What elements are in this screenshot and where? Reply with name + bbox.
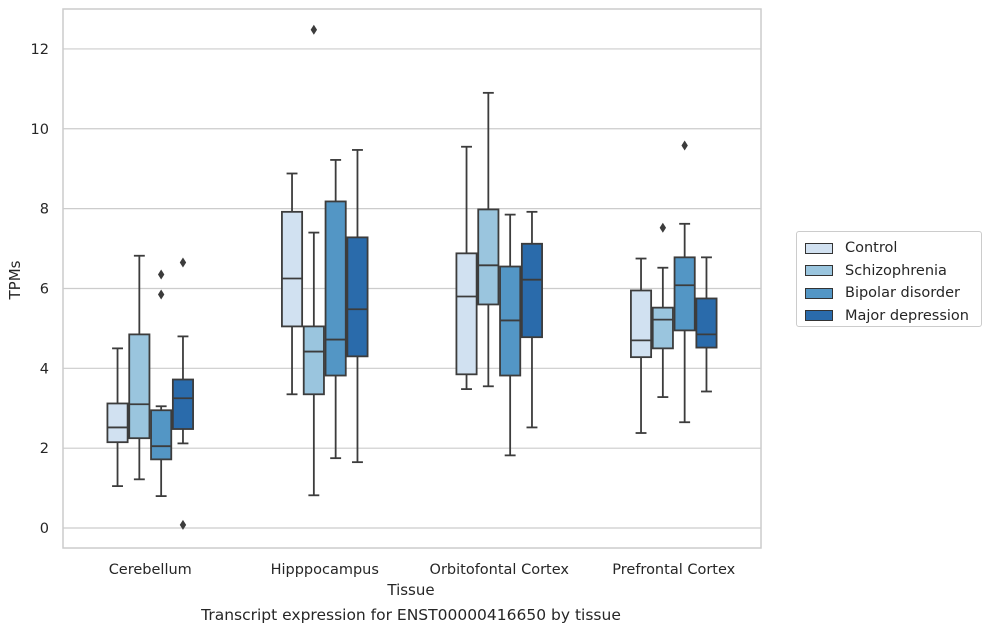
legend-label: Control xyxy=(845,240,898,257)
box-bipolar-disorder xyxy=(150,269,173,497)
box-schizophrenia xyxy=(651,222,674,398)
box-major-depression xyxy=(520,210,543,429)
legend-swatch xyxy=(805,265,833,277)
legend-swatch xyxy=(805,287,833,299)
y-tick-label: 8 xyxy=(40,202,49,218)
legend-item: Schizophrenia xyxy=(805,260,981,283)
outlier-point xyxy=(681,140,688,151)
y-tick-label: 0 xyxy=(40,521,49,537)
box-body xyxy=(128,333,151,440)
box-control xyxy=(281,172,304,396)
x-axis-label: Tissue xyxy=(386,581,434,599)
legend: Control Schizophrenia Bipolar disorder Majo… xyxy=(796,231,982,327)
y-tick-label: 2 xyxy=(40,441,49,457)
legend-item: Control xyxy=(805,237,981,260)
box-body xyxy=(651,306,674,350)
outlier-point xyxy=(157,269,165,280)
outlier-point xyxy=(157,289,165,300)
y-tick-label: 10 xyxy=(31,122,49,138)
legend-label: Bipolar disorder xyxy=(845,285,960,302)
x-tick-labels: Cerebellum Hipppocampus Orbitofontal Corte… xyxy=(109,562,736,578)
box-major-depression xyxy=(346,149,369,464)
box-bipolar-disorder xyxy=(673,140,696,424)
plot-area xyxy=(62,8,762,549)
x-tick-label: Prefrontal Cortex xyxy=(612,562,735,578)
box-body xyxy=(281,210,304,328)
box-control xyxy=(106,347,129,488)
box-series xyxy=(106,24,718,530)
box-control xyxy=(455,145,478,390)
box-schizophrenia xyxy=(477,91,500,388)
box-body xyxy=(477,208,500,306)
box-body xyxy=(171,378,194,430)
x-tick-label: Hipppocampus xyxy=(271,562,379,578)
box-control xyxy=(630,257,653,434)
y-tick-label: 12 xyxy=(31,42,49,58)
outlier-point xyxy=(659,222,667,233)
outlier-point xyxy=(310,24,318,35)
x-tick-label: Cerebellum xyxy=(109,562,192,578)
outlier-point xyxy=(179,257,187,268)
box-body xyxy=(630,289,653,359)
legend-item: Major depression xyxy=(805,305,981,328)
y-tick-label: 4 xyxy=(40,361,49,377)
box-body xyxy=(106,402,129,444)
y-tick-labels: 0 2 4 6 8 10 12 xyxy=(31,42,49,537)
outlier-point xyxy=(179,519,187,530)
box-major-depression xyxy=(171,257,194,530)
box-bipolar-disorder xyxy=(324,159,347,460)
gridlines xyxy=(63,48,761,529)
box-body xyxy=(346,236,369,358)
box-body xyxy=(302,325,325,396)
legend-item: Bipolar disorder xyxy=(805,282,981,305)
box-bipolar-disorder xyxy=(499,213,522,457)
legend-swatch xyxy=(805,310,833,322)
box-body xyxy=(673,256,696,332)
box-body xyxy=(324,200,347,377)
legend-swatch xyxy=(805,242,833,254)
box-schizophrenia xyxy=(128,254,151,481)
box-body xyxy=(455,252,478,376)
chart-caption: Transcript expression for ENST0000041665… xyxy=(201,606,621,624)
y-axis-label: TPMs xyxy=(6,260,24,300)
box-body xyxy=(520,242,543,339)
box-major-depression xyxy=(695,256,718,393)
legend-label: Major depression xyxy=(845,307,969,324)
box-body xyxy=(150,409,173,461)
box-schizophrenia xyxy=(302,24,325,497)
x-tick-label: Orbitofontal Cortex xyxy=(430,562,570,578)
legend-label: Schizophrenia xyxy=(845,262,947,279)
y-tick-label: 6 xyxy=(40,281,49,297)
box-body xyxy=(695,297,718,349)
